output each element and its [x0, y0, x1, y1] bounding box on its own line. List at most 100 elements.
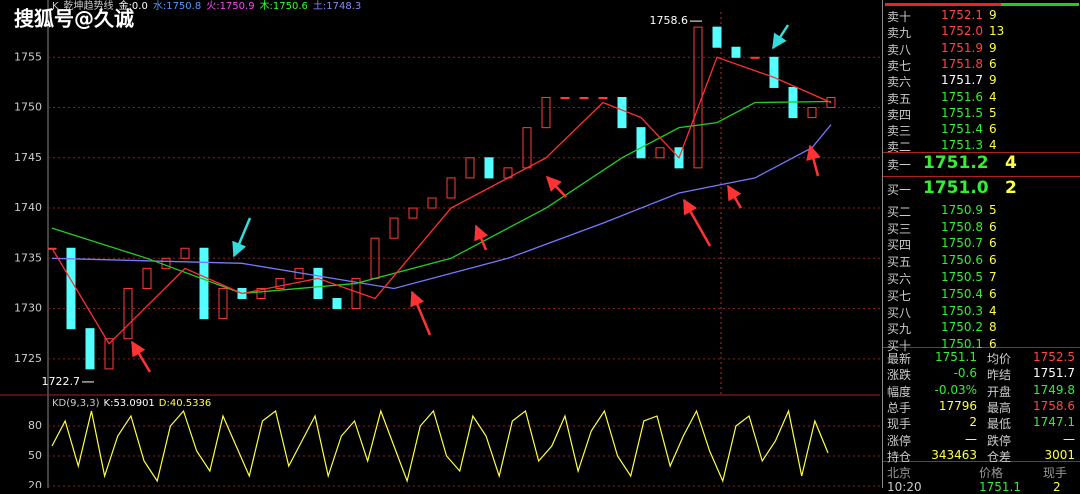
candle	[427, 197, 437, 209]
quote-cell: 1758.6	[1033, 398, 1075, 413]
candle	[123, 287, 133, 340]
quote-cell: 最新	[887, 352, 912, 366]
quote-cell: 卖五	[887, 91, 912, 106]
quote-cell: 6	[989, 236, 997, 251]
quote-cell: 买六	[887, 272, 912, 286]
quote-cell: 1750.6	[941, 253, 983, 268]
quote-cell: 10:20	[887, 480, 922, 494]
quote-cell: 1751.6	[941, 89, 983, 104]
candle	[446, 177, 456, 199]
quote-cell: 买五	[887, 255, 912, 270]
quote-cell: —	[1063, 431, 1075, 446]
quote-cell: 卖七	[887, 58, 912, 73]
quote-cell: 卖二	[887, 140, 912, 155]
quote-cell: —	[965, 431, 977, 446]
quote-cell: 6	[989, 337, 997, 352]
quote-cell: 幅度	[887, 384, 912, 399]
quote-cell: 1751.1	[979, 480, 1021, 494]
quote-cell: 开盘	[987, 384, 1012, 399]
quote-cell: 卖四	[887, 107, 912, 122]
y-tick-label: 1740	[14, 201, 42, 214]
quote-cell: 买八	[887, 305, 912, 320]
candle	[180, 247, 190, 259]
moving-average	[51, 100, 832, 295]
quote-cell: 2	[1005, 178, 1017, 198]
quote-cell: 1750.7	[941, 236, 983, 251]
quote-cell: 1750.5	[941, 270, 983, 284]
candle	[104, 338, 114, 370]
candle	[807, 107, 817, 119]
candle	[560, 96, 570, 99]
y-tick-label: 20	[28, 479, 42, 488]
quote-cell: 卖九	[887, 26, 912, 41]
candle	[598, 96, 608, 99]
quote-cell: 1751.7	[1033, 366, 1075, 381]
y-tick-label: 80	[28, 419, 42, 432]
candle	[826, 96, 836, 109]
candle	[655, 147, 665, 159]
candle	[66, 247, 76, 330]
quote-cell: 9	[989, 73, 997, 88]
quote-cell: 9	[989, 40, 997, 55]
quote-cell: 买七	[887, 288, 912, 303]
annotation: 1758.6	[650, 14, 689, 27]
indicator-label: KD(9,3,3)	[52, 398, 100, 409]
quote-cell: 1751.7	[941, 73, 983, 88]
quote-cell: 1751.1	[935, 350, 977, 364]
candle	[256, 287, 266, 300]
y-tick-label: 1745	[14, 151, 42, 164]
quote-cell: 4	[989, 303, 997, 318]
quote-cell: 涨跌	[887, 368, 912, 383]
y-tick-label: 1735	[14, 251, 42, 264]
y-tick-label: 1755	[14, 50, 42, 63]
quote-cell: 卖八	[887, 42, 912, 57]
quote-cell: 卖十	[887, 10, 912, 24]
quote-cell: 1750.1	[941, 337, 983, 352]
indicator-label: K:53.0901	[104, 398, 155, 409]
annotation: 1722.7	[42, 375, 81, 388]
quote-cell: 1749.8	[1033, 382, 1075, 397]
indicator-label: D:40.5336	[159, 398, 211, 409]
candle	[218, 287, 228, 320]
y-tick-label: 1730	[14, 302, 42, 315]
y-tick-label: 1725	[14, 352, 42, 365]
quote-cell: 仓差	[987, 449, 1012, 464]
quote-cell: 北京	[887, 466, 912, 480]
quote-cell: 7	[989, 270, 997, 284]
quote-cell: 1751.3	[941, 138, 983, 153]
header-item: 火:1750.9	[206, 0, 254, 12]
candle	[693, 26, 703, 169]
quote-cell: 4	[1005, 153, 1017, 173]
candle	[142, 267, 152, 289]
candle	[199, 247, 209, 320]
candle	[408, 207, 418, 219]
quote-cell: 持仓	[887, 449, 912, 464]
quote-cell: 均价	[987, 352, 1012, 366]
kd-line	[51, 409, 829, 484]
quote-cell: 跌停	[987, 433, 1012, 448]
header-item: 水:1750.8	[153, 0, 201, 12]
candle	[579, 96, 589, 99]
candle	[769, 56, 779, 88]
quote-cell: 1751.4	[941, 122, 983, 137]
quote-cell: 买十	[887, 339, 912, 354]
quote-cell: 1750.2	[941, 320, 983, 335]
quote-cell: 现手	[1043, 466, 1068, 480]
header-item: 木:1750.6	[260, 0, 308, 12]
moving-average	[51, 124, 832, 290]
quote-cell: 1747.1	[1033, 415, 1075, 430]
quote-cell: -0.6	[953, 366, 977, 381]
quote-cell: 买三	[887, 221, 912, 236]
candle	[712, 26, 722, 48]
quote-cell: 6	[989, 56, 997, 71]
header-item: K	[52, 1, 59, 12]
quote-cell: 2	[1053, 480, 1061, 494]
candle	[332, 298, 342, 310]
candle	[617, 96, 627, 129]
quote-cell: 13	[989, 24, 1005, 39]
candle	[85, 328, 95, 370]
quote-cell: 1752.0	[941, 24, 983, 39]
candle	[275, 277, 285, 289]
quote-cell: 6	[989, 286, 997, 301]
